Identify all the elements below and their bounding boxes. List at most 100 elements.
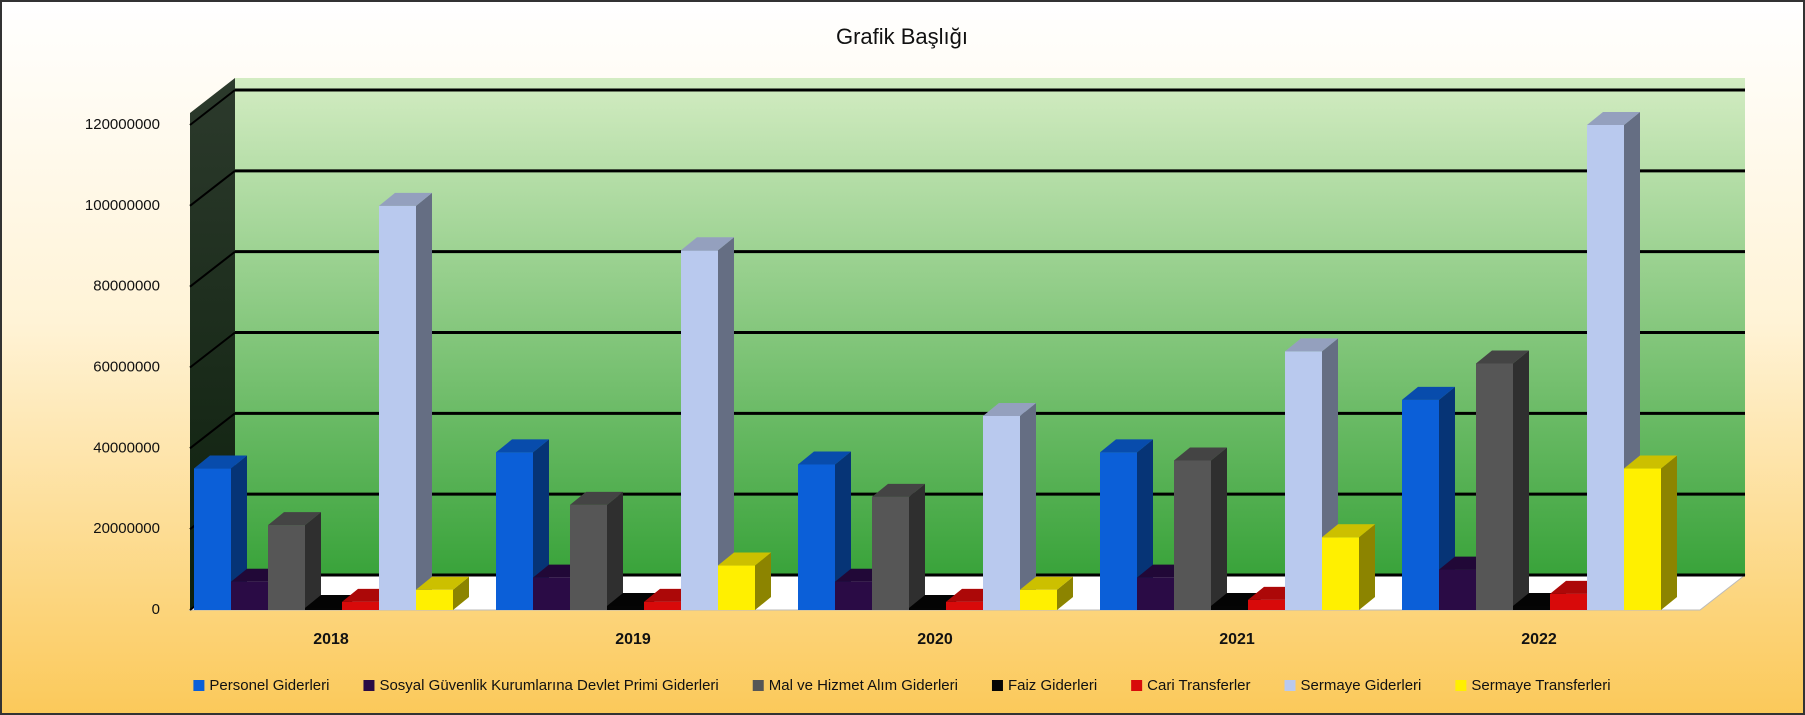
bar xyxy=(570,491,623,610)
bar-front xyxy=(1322,537,1359,610)
bar-side-shade xyxy=(755,552,771,610)
bar-top-shade xyxy=(1624,455,1677,469)
bar-front xyxy=(533,577,570,610)
legend-item: Faiz Giderleri xyxy=(991,677,1097,694)
bar-front xyxy=(496,452,533,610)
bar-front xyxy=(1248,599,1285,610)
legend-swatch xyxy=(991,680,1003,691)
bar-top xyxy=(798,451,851,465)
bar-front xyxy=(607,605,644,610)
bar-front xyxy=(872,496,909,610)
y-tick-label: 40000000 xyxy=(93,439,160,456)
bar-top xyxy=(570,491,623,505)
bar xyxy=(1322,524,1375,610)
bar-top-shade xyxy=(1020,576,1073,590)
bar-side xyxy=(1211,447,1227,610)
bar-side-shade xyxy=(533,439,549,610)
bar-side-shade xyxy=(607,491,623,610)
bar-front xyxy=(1285,351,1322,610)
grid-line-side xyxy=(189,89,236,126)
bar-top xyxy=(1285,338,1338,352)
bar-side-shade xyxy=(909,483,925,610)
bar-side xyxy=(416,192,432,611)
bar-top xyxy=(1476,350,1529,364)
bar xyxy=(872,483,925,610)
legend-item: Cari Transferler xyxy=(1131,677,1251,694)
grid-line-side xyxy=(189,250,236,288)
bar xyxy=(1476,350,1529,610)
bar-top xyxy=(718,552,771,566)
bar xyxy=(416,576,469,610)
bar-front xyxy=(798,464,835,610)
legend-item: Sosyal Güvenlik Kurumlarına Devlet Primi… xyxy=(363,677,719,694)
bar-top-shade xyxy=(268,512,321,526)
bar xyxy=(379,192,432,611)
bar-side xyxy=(1439,386,1455,610)
bar-side xyxy=(1513,350,1529,610)
bar-top xyxy=(268,512,321,526)
chart-title: Grafik Başlığı xyxy=(836,24,968,49)
bar-side xyxy=(1057,576,1073,610)
grid-line-side xyxy=(189,170,236,207)
bar-side xyxy=(607,491,623,610)
bar-side-shade xyxy=(1513,350,1529,610)
y-tick-label: 20000000 xyxy=(93,520,160,537)
bar xyxy=(983,403,1036,610)
x-tick-label: 2019 xyxy=(615,631,651,648)
bar-top-shade xyxy=(194,455,247,469)
bar-side-shade xyxy=(835,451,851,610)
bar-front xyxy=(1402,399,1439,610)
bar-front xyxy=(342,601,379,610)
bar-top-shade xyxy=(570,491,623,505)
bar-front xyxy=(718,565,755,610)
bar-side-shade xyxy=(416,192,432,611)
legend-label: Cari Transferler xyxy=(1147,677,1250,694)
bar xyxy=(1174,447,1227,610)
bar-front xyxy=(946,601,983,610)
bar-top-shade xyxy=(416,576,469,590)
bar-side-shade xyxy=(1661,455,1677,610)
bar xyxy=(268,512,321,610)
bar-side-shade xyxy=(231,455,247,610)
legend-swatch xyxy=(1131,680,1143,691)
legend-swatch xyxy=(1455,680,1467,691)
bar-front xyxy=(1513,605,1550,610)
bar-top-shade xyxy=(1402,386,1455,400)
y-tick-label: 60000000 xyxy=(93,358,160,375)
bar-front xyxy=(305,607,342,610)
bar-top-shade xyxy=(496,439,549,453)
bar-side xyxy=(453,576,469,610)
bar-front xyxy=(1174,460,1211,610)
bar-front xyxy=(1100,452,1137,610)
bar xyxy=(1100,439,1153,610)
y-tick-label: 80000000 xyxy=(93,278,160,295)
bar xyxy=(798,451,851,610)
bar xyxy=(1402,386,1455,610)
bar-side-shade xyxy=(1137,439,1153,610)
bar-front xyxy=(835,581,872,610)
bar-top xyxy=(681,237,734,251)
bar-front xyxy=(1439,569,1476,610)
bar-top-shade xyxy=(1587,112,1640,125)
bar-top xyxy=(1100,439,1153,453)
bar-front xyxy=(379,205,416,611)
bar-side xyxy=(1661,455,1677,610)
bar-top-shade xyxy=(798,451,851,465)
bar-top-shade xyxy=(872,483,925,497)
grid-line-side xyxy=(189,412,236,450)
legend-item: Personel Giderleri xyxy=(193,677,329,694)
bar-side-shade xyxy=(1057,576,1073,610)
x-tick-label: 2020 xyxy=(917,631,953,648)
bar-side-shade xyxy=(1211,447,1227,610)
bar-front xyxy=(231,581,268,610)
bar-side xyxy=(1137,439,1153,610)
legend-label: Sermaye Giderleri xyxy=(1301,677,1422,694)
bar-top-shade xyxy=(1476,350,1529,364)
legend-swatch xyxy=(363,680,375,691)
bar-side-shade xyxy=(1439,386,1455,610)
bar-top xyxy=(496,439,549,453)
y-tick-label: 0 xyxy=(152,601,160,618)
legend-swatch xyxy=(752,680,764,691)
bar-top-shade xyxy=(983,403,1036,416)
bar-front xyxy=(983,416,1020,610)
